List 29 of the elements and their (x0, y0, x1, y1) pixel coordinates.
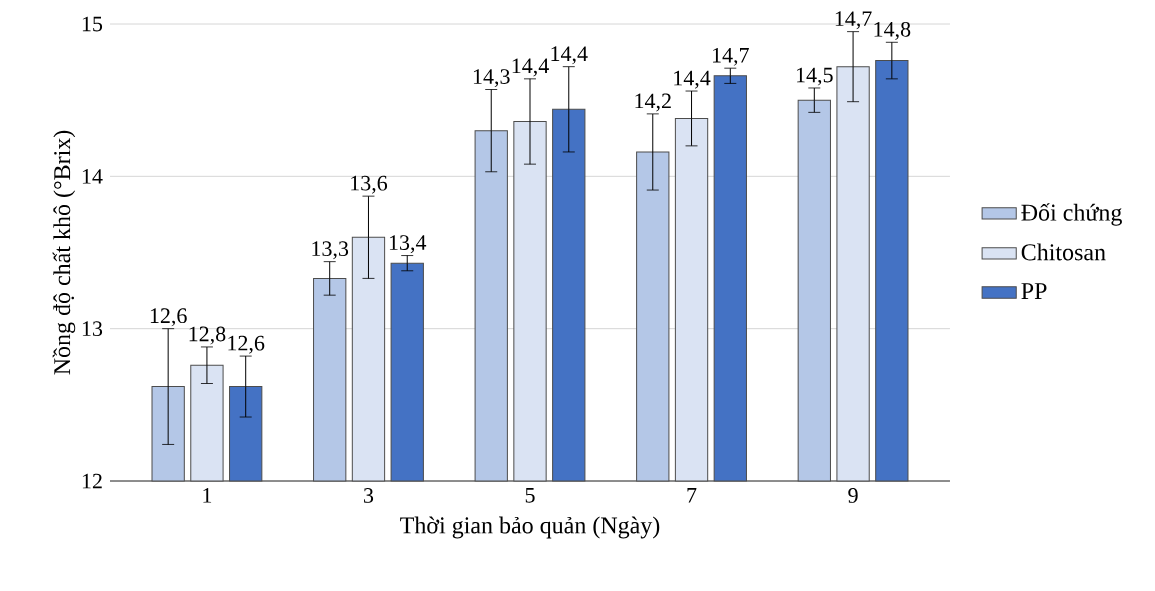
legend-label: PP (1021, 283, 1047, 299)
y-tick-label: 12 (82, 473, 102, 489)
x-tick-label: 9 (848, 488, 858, 503)
y-tick-label: 13 (82, 321, 103, 337)
data-label: 13,3 (312, 241, 349, 260)
y-tick-label: 15 (82, 16, 103, 32)
x-tick-label: 1 (203, 488, 212, 503)
data-label: 14,4 (512, 58, 549, 77)
data-label: 13,6 (351, 175, 388, 194)
data-label: 14,8 (874, 21, 911, 40)
x-tick-label: 7 (687, 488, 697, 503)
data-label: 14,7 (713, 47, 749, 66)
data-label: 12,8 (189, 326, 226, 345)
legend-label: Đối chứng (1021, 203, 1122, 226)
y-tick-label: 14 (82, 169, 103, 184)
data-label: 14,3 (473, 69, 510, 88)
data-label: 13,4 (389, 235, 427, 254)
data-label: 14,4 (551, 46, 588, 65)
y-axis-title: Nồng độ chất khô (°Brix) (52, 130, 76, 375)
data-label: 12,6 (150, 308, 187, 327)
x-tick-label: 5 (525, 488, 535, 503)
data-label: 14,2 (635, 93, 671, 112)
data-label: 14,7 (835, 11, 872, 30)
data-label: 14,4 (674, 70, 711, 89)
x-tick-label: 3 (364, 488, 374, 503)
legend-label: Chitosan (1021, 243, 1106, 261)
data-label: 14,5 (797, 67, 833, 86)
data-label: 12,6 (228, 335, 265, 354)
x-axis-title: Thời gian bảo quản (Ngày) (400, 516, 660, 539)
